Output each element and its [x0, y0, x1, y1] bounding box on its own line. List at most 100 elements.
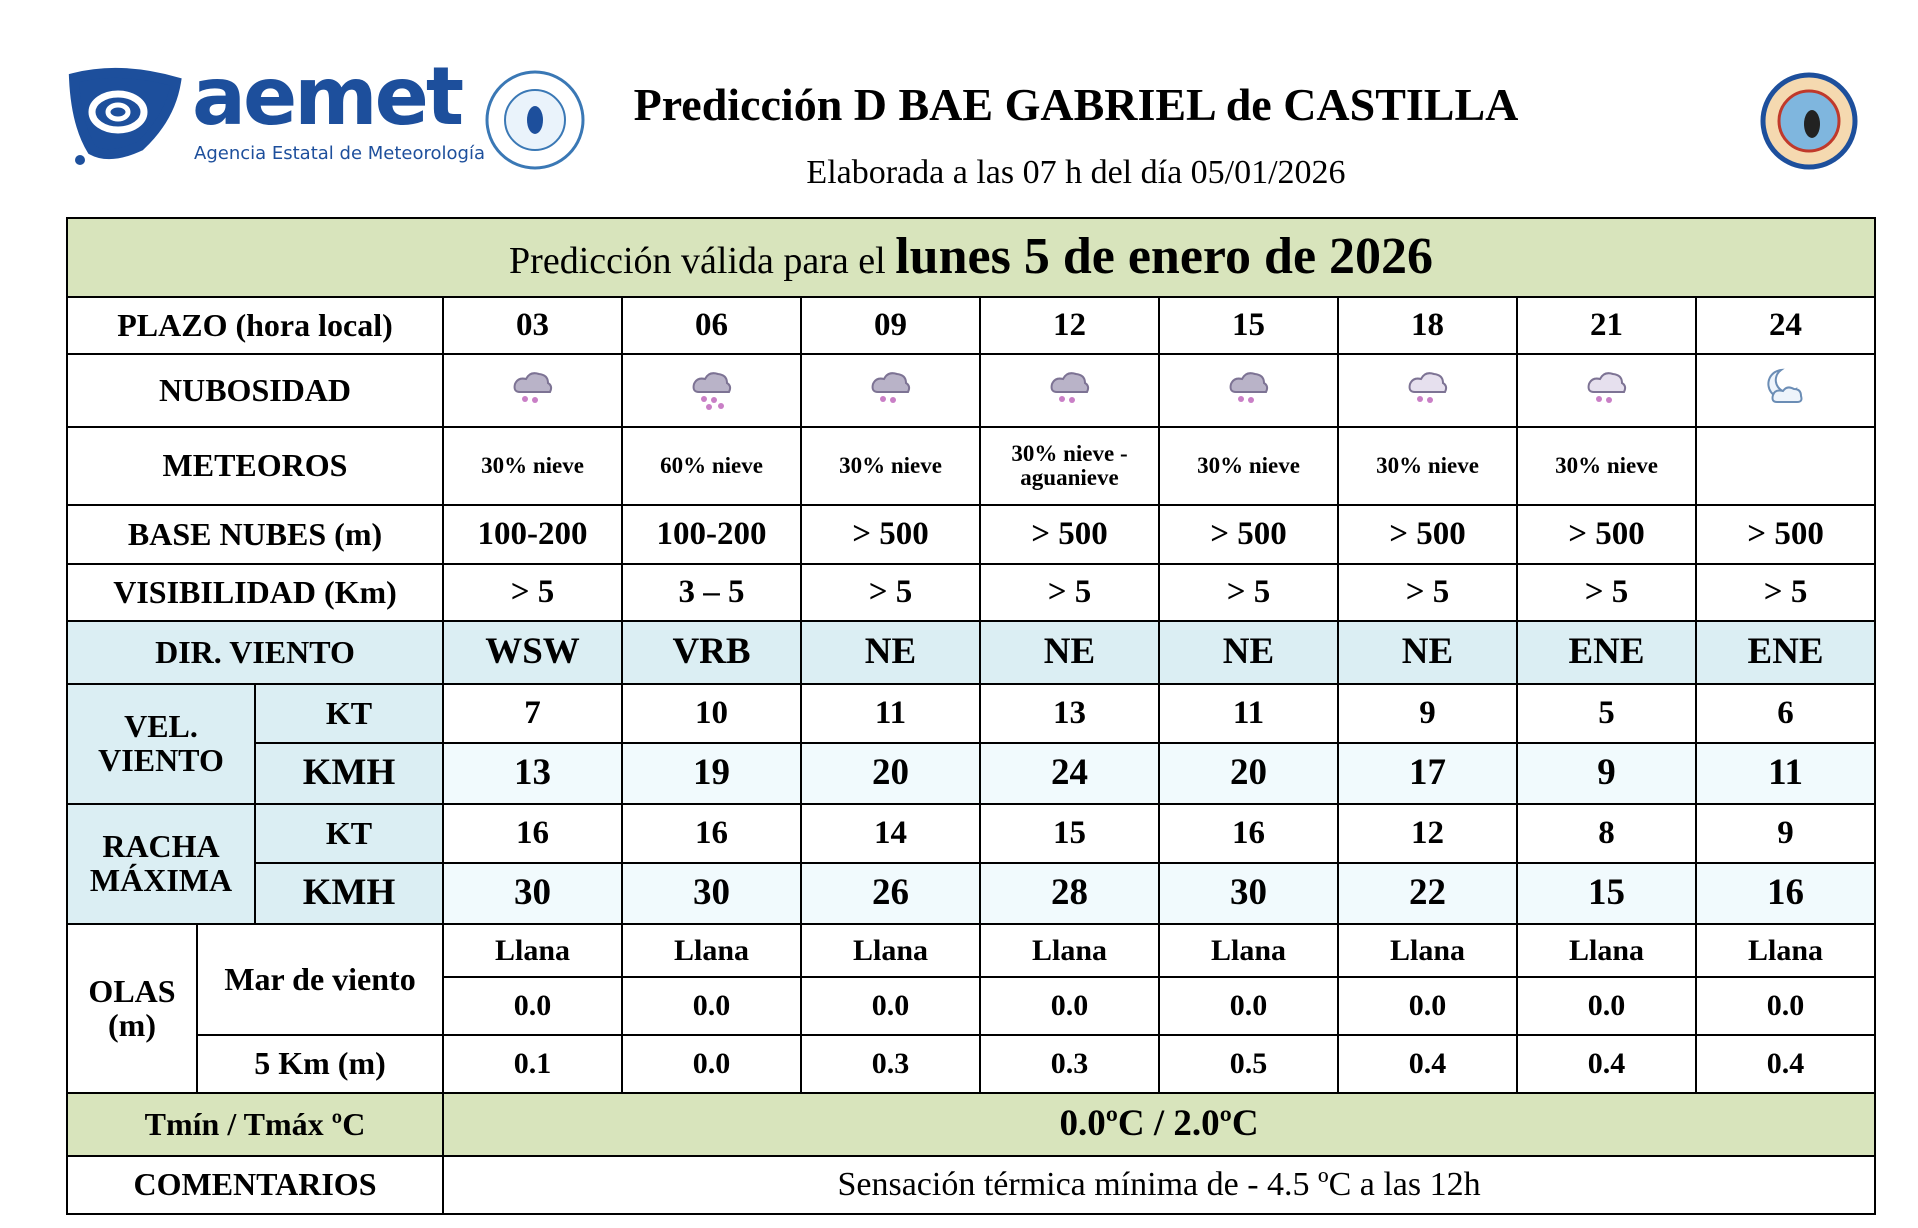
row-label: VISIBILIDAD (Km): [66, 563, 444, 622]
table-row: BASE NUBES (m) 100-200 100-200 > 500 > 500 > …: [66, 504, 1877, 565]
meteor-cell: 30% nieve: [1337, 426, 1518, 506]
visibility-cell: 3 – 5: [621, 563, 802, 622]
kt-cell: 16: [621, 803, 802, 864]
kt-cell: 14: [800, 803, 981, 864]
meteor-cell: 60% nieve: [621, 426, 802, 506]
cloud-base-cell: > 500: [979, 504, 1160, 565]
cloud-icon-cell: [1516, 353, 1697, 428]
cloud-base-cell: > 500: [1158, 504, 1339, 565]
kmh-cell: 17: [1337, 742, 1518, 805]
table-row: Tmín / Tmáx ºC 0.0ºC / 2.0ºC: [66, 1092, 1877, 1157]
meteor-cell: 30% nieve: [800, 426, 981, 506]
hour-cell: 15: [1158, 296, 1339, 355]
group-label: OLAS (m): [66, 923, 198, 1094]
cloud-icon-cell: [621, 353, 802, 428]
wind-dir-cell: ENE: [1694, 620, 1877, 685]
row-label: COMENTARIOS: [66, 1155, 444, 1215]
unit-label: KMH: [254, 862, 444, 925]
table-row: DIR. VIENTO WSW VRB NE NE NE NE ENE ENE: [66, 620, 1877, 685]
table-row: COMENTARIOS Sensación térmica mínima de -…: [66, 1155, 1877, 1215]
temperature-cell: 0.0ºC / 2.0ºC: [441, 1092, 1877, 1157]
cloud-icon: [871, 371, 910, 403]
wave-5km-cell: 0.1: [442, 1034, 623, 1094]
validity-banner: Predicción válida para el lunes 5 de ene…: [65, 217, 1877, 298]
visibility-cell: > 5: [979, 563, 1160, 622]
sea-state-cell: Llana: [442, 923, 623, 978]
hour-cell: 24: [1694, 296, 1877, 355]
group-label: VEL. VIENTO: [66, 683, 256, 805]
sea-state-cell: Llana: [1694, 923, 1877, 978]
sub-label: Mar de viento: [196, 923, 444, 1036]
kmh-cell: 30: [1158, 862, 1339, 925]
cloud-icon: [513, 371, 552, 403]
validity-date: lunes 5 de enero de 2026: [895, 228, 1434, 286]
antarctic-badge: [485, 70, 585, 170]
table-row: RACHA MÁXIMA KT 16 16 14 15 16 12 8 9: [66, 803, 1877, 925]
base-badge: [1760, 72, 1858, 170]
meteor-cell: 30% nieve - aguanieve: [979, 426, 1160, 506]
hour-cell: 21: [1516, 296, 1697, 355]
table-row: 5 Km (m) 0.1 0.0 0.3 0.3 0.5 0.4 0.4 0.4: [67, 1034, 1877, 1094]
cloud-base-cell: 100-200: [442, 504, 623, 565]
cloud-icon: [1229, 371, 1268, 403]
cloud-icon-cell: [1158, 353, 1339, 428]
wave-height-cell: 0.0: [442, 976, 623, 1036]
kt-cell: 13: [979, 683, 1160, 744]
kt-cell: 12: [1337, 803, 1518, 864]
kmh-cell: 13: [442, 742, 623, 805]
wave-5km-cell: 0.3: [979, 1034, 1160, 1094]
kmh-cell: 19: [621, 742, 802, 805]
kmh-cell: 30: [621, 862, 802, 925]
aemet-logo-mark: [68, 67, 182, 165]
wind-dir-cell: NE: [979, 620, 1160, 685]
wave-height-cell: 0.0: [1337, 976, 1518, 1036]
cloud-base-cell: > 500: [1337, 504, 1518, 565]
table-row: METEOROS 30% nieve 60% nieve 30% nieve 30% n…: [66, 426, 1877, 506]
cloud-base-cell: 100-200: [621, 504, 802, 565]
kt-cell: 6: [1694, 683, 1877, 744]
kt-cell: 16: [442, 803, 623, 864]
title: Predicción D BAE GABRIEL de CASTILLA: [633, 79, 1519, 130]
cloud-icon-cell: [1337, 353, 1518, 428]
hour-cell: 18: [1337, 296, 1518, 355]
meteor-cell: 30% nieve: [1516, 426, 1697, 506]
kmh-cell: 24: [979, 742, 1160, 805]
kmh-cell: 22: [1337, 862, 1518, 925]
kmh-cell: 16: [1694, 862, 1877, 925]
row-label: BASE NUBES (m): [66, 504, 444, 565]
meteor-cell: 30% nieve: [1158, 426, 1339, 506]
wind-dir-cell: VRB: [621, 620, 802, 685]
wave-5km-cell: 0.5: [1158, 1034, 1339, 1094]
kmh-cell: 26: [800, 862, 981, 925]
kmh-cell: 11: [1694, 742, 1877, 805]
row-label: PLAZO (hora local): [66, 296, 444, 355]
wind-dir-cell: WSW: [442, 620, 623, 685]
kt-cell: 9: [1694, 803, 1877, 864]
kmh-cell: 20: [800, 742, 981, 805]
visibility-cell: > 5: [1694, 563, 1877, 622]
wind-dir-cell: NE: [800, 620, 981, 685]
wave-5km-cell: 0.4: [1694, 1034, 1877, 1094]
logo-name: aemet: [192, 50, 464, 143]
kt-cell: 10: [621, 683, 802, 744]
cloud-icon-cell: [979, 353, 1160, 428]
sea-state-cell: Llana: [1516, 923, 1697, 978]
forecast-table: Predicción válida para el lunes 5 de ene…: [65, 217, 1877, 1215]
meteor-cell: 30% nieve: [442, 426, 623, 506]
sea-state-cell: Llana: [1158, 923, 1339, 978]
unit-label: KMH: [254, 742, 444, 805]
table-row: VEL. VIENTO KT 7 10 11 13 11 9 5 6: [66, 683, 1877, 805]
kmh-cell: 30: [442, 862, 623, 925]
table-row: PLAZO (hora local) 03 06 09 12 15 18 21 24: [66, 296, 1877, 355]
row-label: METEOROS: [66, 426, 444, 506]
wave-height-cell: 0.0: [1158, 976, 1339, 1036]
table-row: 0.0 0.0 0.0 0.0 0.0 0.0 0.0 0.0: [67, 976, 1877, 1036]
kmh-cell: 20: [1158, 742, 1339, 805]
logo-subtitle: Agencia Estatal de Meteorología: [194, 143, 485, 164]
cloud-icon-cell: [800, 353, 981, 428]
sea-state-cell: Llana: [979, 923, 1160, 978]
sea-state-cell: Llana: [621, 923, 802, 978]
